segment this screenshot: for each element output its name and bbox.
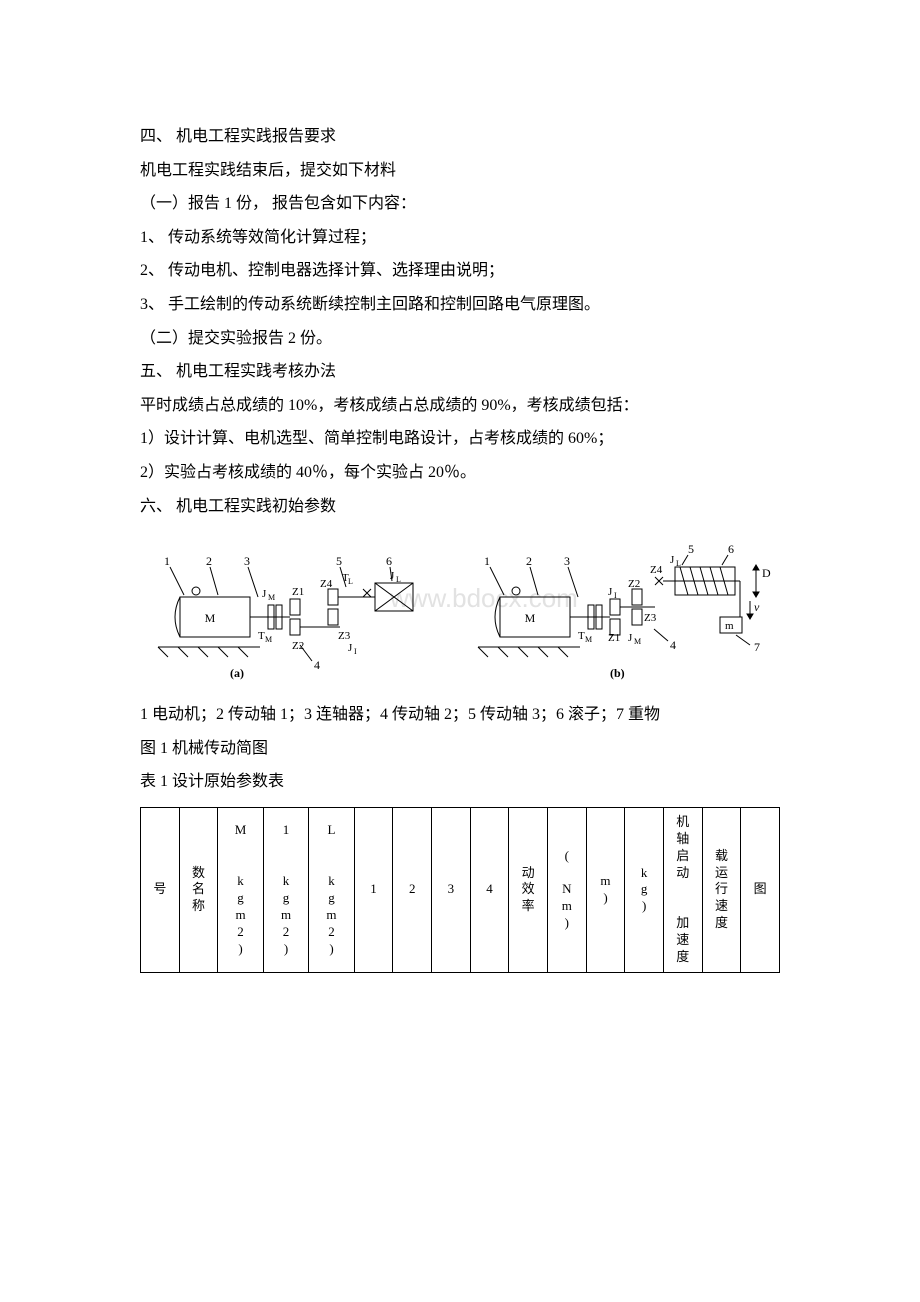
section-4-item2: 2、 传动电机、控制电器选择计算、选择理由说明； <box>140 254 780 288</box>
table-caption: 表 1 设计原始参数表 <box>140 765 780 799</box>
svg-text:v: v <box>754 600 760 614</box>
table-header-cell: 1 <box>354 807 393 972</box>
section-5-item2: 2）实验占考核成绩的 40％，每个实验占 20％。 <box>140 456 780 490</box>
table-header-cell: ( N m ) <box>548 807 587 972</box>
table-header-cell: 号 <box>141 807 180 972</box>
svg-text:Z1: Z1 <box>608 632 620 644</box>
svg-text:M: M <box>265 635 272 644</box>
section-5-intro: 平时成绩占总成绩的 10%，考核成绩占总成绩的 90%，考核成绩包括： <box>140 389 780 423</box>
svg-text:2: 2 <box>206 554 212 568</box>
table-header-cell: 图 <box>741 807 780 972</box>
table-header-cell: 机轴启动 加速度 <box>663 807 702 972</box>
svg-text:M: M <box>525 611 536 625</box>
section-4-sub1: （一）报告 1 份， 报告包含如下内容： <box>140 187 780 221</box>
svg-text:I: I <box>354 647 357 656</box>
svg-text:5: 5 <box>688 542 694 556</box>
svg-text:4: 4 <box>314 658 320 672</box>
svg-text:4: 4 <box>670 638 676 652</box>
svg-text:J: J <box>608 586 613 598</box>
svg-text:J: J <box>390 570 395 582</box>
svg-text:1: 1 <box>164 554 170 568</box>
table-header-cell: 4 <box>470 807 509 972</box>
svg-text:J: J <box>262 588 267 600</box>
table-header-cell: L kg m 2 ) <box>309 807 354 972</box>
svg-text:7: 7 <box>754 640 760 654</box>
svg-text:Z4: Z4 <box>650 564 663 576</box>
svg-text:M: M <box>634 637 641 646</box>
svg-text:Z3: Z3 <box>644 612 657 624</box>
svg-text:m: m <box>725 620 734 632</box>
svg-text:M: M <box>268 593 275 602</box>
svg-text:2: 2 <box>526 554 532 568</box>
svg-text:D: D <box>762 566 771 580</box>
svg-text:3: 3 <box>564 554 570 568</box>
svg-text:T: T <box>578 630 585 642</box>
svg-text:(a): (a) <box>230 666 244 680</box>
diagram-svg: www.bdocx.com M <box>140 537 780 687</box>
section-5-item1: 1）设计计算、电机选型、简单控制电路设计，占考核成绩的 60%； <box>140 422 780 456</box>
section-6-title: 六、 机电工程实践初始参数 <box>140 490 780 524</box>
table-header-cell: 动效率 <box>509 807 548 972</box>
params-table: 号 数名称 M kg m 2 ) 1 kg m 2 ) L kg m 2 ) 1… <box>140 807 780 973</box>
svg-text:Z3: Z3 <box>338 630 351 642</box>
table-header-cell: 数名称 <box>179 807 218 972</box>
svg-text:5: 5 <box>336 554 342 568</box>
section-4-item3: 3、 手工绘制的传动系统断续控制主回路和控制回路电气原理图。 <box>140 288 780 322</box>
svg-text:3: 3 <box>244 554 250 568</box>
svg-text:J: J <box>628 632 633 644</box>
svg-text:Z1: Z1 <box>292 586 304 598</box>
svg-text:6: 6 <box>386 554 392 568</box>
table-header-cell: 1 kg m 2 ) <box>263 807 308 972</box>
table-header-cell: 2 <box>393 807 432 972</box>
svg-text:J: J <box>670 554 675 566</box>
table-header-cell: 3 <box>432 807 471 972</box>
table-row: 号 数名称 M kg m 2 ) 1 kg m 2 ) L kg m 2 ) 1… <box>141 807 780 972</box>
table-header-cell: kg ) <box>625 807 664 972</box>
section-5-title: 五、 机电工程实践考核办法 <box>140 355 780 389</box>
svg-text:I: I <box>614 591 617 600</box>
svg-text:(b): (b) <box>610 666 625 680</box>
svg-text:6: 6 <box>728 542 734 556</box>
svg-text:M: M <box>585 635 592 644</box>
section-4-intro: 机电工程实践结束后，提交如下材料 <box>140 154 780 188</box>
svg-text:1: 1 <box>484 554 490 568</box>
figure-parts-caption: 1 电动机；2 传动轴 1；3 连轴器；4 传动轴 2；5 传动轴 3；6 滚子… <box>140 698 780 732</box>
table-header-cell: m) <box>586 807 625 972</box>
figure-name-caption: 图 1 机械传动简图 <box>140 732 780 766</box>
table-header-cell: M kg m 2 ) <box>218 807 263 972</box>
svg-text:T: T <box>258 630 265 642</box>
svg-text:Z2: Z2 <box>292 640 304 652</box>
mechanical-diagram: www.bdocx.com M <box>140 537 780 692</box>
svg-text:L: L <box>676 559 681 568</box>
table-header-cell: 载运行速度 <box>702 807 741 972</box>
svg-text:Z4: Z4 <box>320 578 333 590</box>
section-4-title: 四、 机电工程实践报告要求 <box>140 120 780 154</box>
watermark-text: www.bdocx.com <box>389 583 578 613</box>
section-4-sub2: （二）提交实验报告 2 份。 <box>140 322 780 356</box>
svg-text:L: L <box>348 577 353 586</box>
svg-text:J: J <box>348 642 353 654</box>
svg-text:M: M <box>205 611 216 625</box>
svg-text:L: L <box>396 575 401 584</box>
document-page: 四、 机电工程实践报告要求 机电工程实践结束后，提交如下材料 （一）报告 1 份… <box>0 0 920 1033</box>
section-4-item1: 1、 传动系统等效简化计算过程； <box>140 221 780 255</box>
svg-text:Z2: Z2 <box>628 578 640 590</box>
